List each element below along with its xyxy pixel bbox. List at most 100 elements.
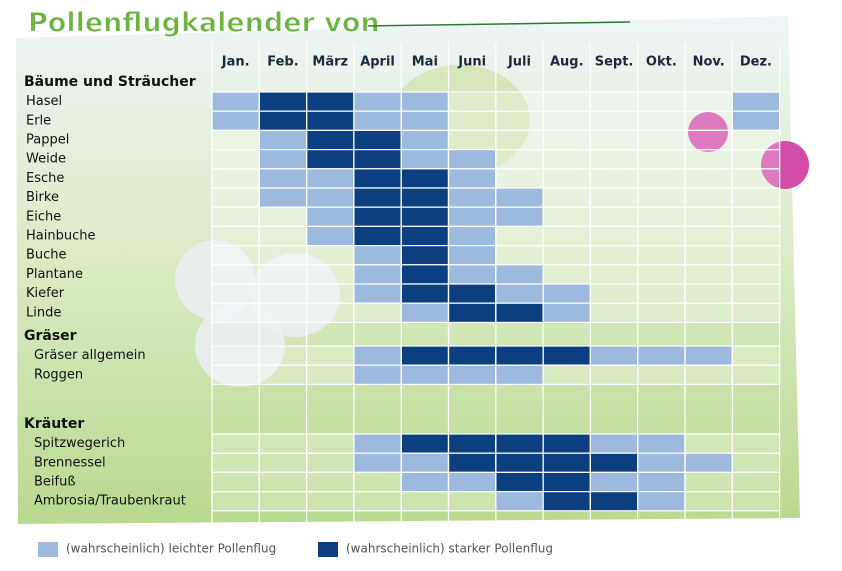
cell xyxy=(306,110,355,131)
cell xyxy=(589,187,639,208)
cell xyxy=(637,187,686,208)
row-label: Ambrosia/Traubenkraut xyxy=(34,494,186,509)
cell xyxy=(495,206,544,227)
cell xyxy=(306,433,355,454)
cell xyxy=(731,225,781,247)
cell xyxy=(589,364,639,386)
cell xyxy=(353,471,402,493)
cell xyxy=(542,283,591,304)
cell xyxy=(542,149,591,170)
cell xyxy=(400,225,450,247)
cell xyxy=(353,149,402,170)
cell xyxy=(731,149,781,170)
cell xyxy=(353,168,402,189)
month-label: Okt. xyxy=(646,55,677,70)
cell xyxy=(353,491,402,512)
cell xyxy=(637,345,686,366)
cell xyxy=(400,302,450,324)
cell xyxy=(211,149,260,170)
cell xyxy=(258,245,308,266)
month-label: April xyxy=(360,55,395,70)
cell xyxy=(306,91,355,112)
cell xyxy=(400,283,450,304)
cell xyxy=(353,364,402,386)
cell xyxy=(447,110,497,131)
cell xyxy=(495,245,544,266)
cell xyxy=(684,345,733,366)
cell xyxy=(684,206,733,227)
month-label: Mai xyxy=(412,55,438,70)
name-line xyxy=(367,21,631,27)
row-label: Kiefer xyxy=(26,286,65,301)
cell xyxy=(684,452,733,474)
cell xyxy=(211,110,260,131)
cell xyxy=(495,225,544,247)
cell xyxy=(589,129,639,151)
cell xyxy=(258,433,308,454)
row-label: Buche xyxy=(26,248,67,263)
cell xyxy=(637,149,686,170)
cell xyxy=(495,302,544,324)
balloon-illustration xyxy=(195,303,285,387)
cell xyxy=(731,91,781,112)
cell xyxy=(211,245,260,266)
cell xyxy=(258,302,308,324)
cell xyxy=(731,364,781,386)
cell xyxy=(353,264,402,285)
cell xyxy=(211,225,260,247)
cell xyxy=(731,264,781,285)
month-label: Juli xyxy=(507,55,531,70)
cell xyxy=(684,91,733,112)
cell xyxy=(684,110,733,131)
cell xyxy=(400,110,450,131)
cell xyxy=(400,433,450,454)
cell xyxy=(447,264,497,285)
cell xyxy=(637,129,686,151)
cell xyxy=(258,491,308,512)
cell xyxy=(400,206,450,227)
legend-swatch xyxy=(38,542,58,557)
month-label: Juni xyxy=(457,55,486,70)
cell xyxy=(637,225,686,247)
cell xyxy=(542,206,591,227)
cell xyxy=(495,452,544,474)
cell xyxy=(542,452,591,474)
cell xyxy=(684,187,733,208)
cell xyxy=(306,364,355,386)
cell xyxy=(589,91,639,112)
cell xyxy=(589,168,639,189)
cell xyxy=(400,452,450,474)
cell xyxy=(353,345,402,366)
cell xyxy=(589,264,639,285)
pollen-character xyxy=(688,112,728,152)
cell xyxy=(258,149,308,170)
cell xyxy=(353,245,402,266)
cell xyxy=(495,110,544,131)
cell xyxy=(495,187,544,208)
cell xyxy=(447,187,497,208)
cell xyxy=(400,91,450,112)
cell xyxy=(211,491,260,512)
cell xyxy=(495,471,544,493)
row-label: Weide xyxy=(26,152,66,167)
cell xyxy=(684,168,733,189)
row-label: Plantane xyxy=(26,267,83,282)
cell xyxy=(637,471,686,493)
cell xyxy=(684,129,733,151)
cell xyxy=(589,471,639,493)
cell xyxy=(589,452,639,474)
cell xyxy=(211,206,260,227)
cell xyxy=(211,91,260,112)
cell xyxy=(447,345,497,366)
cell xyxy=(731,433,781,454)
cell xyxy=(353,302,402,324)
row-label: Esche xyxy=(26,171,64,186)
group-label: Kräuter xyxy=(24,416,84,432)
cell xyxy=(731,245,781,266)
legend-swatch xyxy=(318,542,338,557)
cell xyxy=(542,345,591,366)
cell xyxy=(447,471,497,493)
cell xyxy=(258,283,308,304)
cell xyxy=(258,129,308,151)
